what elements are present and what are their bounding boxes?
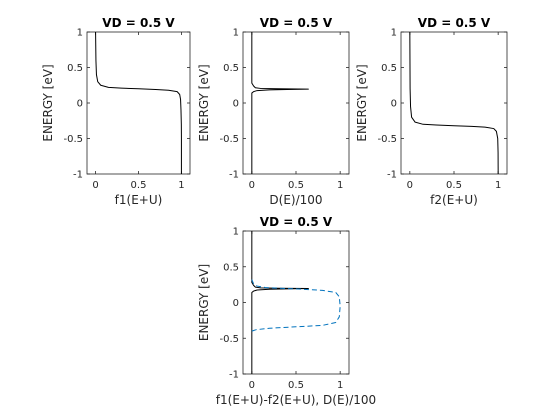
y-tick-label: 0.5 bbox=[381, 63, 397, 74]
y-tick-label: 1 bbox=[77, 28, 83, 39]
y-tick-label: 0.5 bbox=[223, 262, 239, 273]
y-tick-label: 0 bbox=[391, 99, 397, 110]
series-line-1 bbox=[251, 32, 309, 174]
chart-3: 0 0.5 1 1 0.5 0 -0.5 -1 VD = 0.5 V f2(E+U) ENERGY … bbox=[355, 16, 508, 207]
y-tick-label: 1 bbox=[233, 227, 239, 238]
series-line-1 bbox=[95, 31, 182, 174]
x-tick-label: 0 bbox=[249, 380, 255, 391]
y-tick-label: -1 bbox=[229, 170, 239, 181]
x-tick-label: 1 bbox=[178, 180, 184, 191]
y-tick-label: -1 bbox=[73, 170, 83, 181]
chart-1: 0 0.5 1 1 0.5 0 -0.5 -1 VD = 0.5 V f1(E+U) ENERGY … bbox=[41, 16, 191, 207]
y-axis-label: ENERGY [eV] bbox=[355, 64, 369, 141]
series-line-1 bbox=[251, 231, 309, 374]
chart-title: VD = 0.5 V bbox=[260, 16, 333, 30]
x-axis-label: f2(E+U) bbox=[430, 193, 478, 207]
x-tick-label: 0 bbox=[407, 180, 413, 191]
plot-area bbox=[242, 31, 350, 175]
y-tick-label: -0.5 bbox=[377, 134, 397, 145]
y-tick-label: -0.5 bbox=[219, 334, 239, 345]
x-tick-label: 0 bbox=[92, 180, 98, 191]
y-tick-label: -0.5 bbox=[63, 134, 83, 145]
y-tick-label: 0 bbox=[233, 99, 239, 110]
x-axis-label: f1(E+U)-f2(E+U), D(E)/100 bbox=[216, 393, 376, 407]
x-tick-label: 1 bbox=[495, 180, 501, 191]
y-axis-label: ENERGY [eV] bbox=[197, 264, 211, 341]
y-tick-label: -1 bbox=[229, 370, 239, 381]
y-tick-label: 0 bbox=[233, 298, 239, 309]
y-tick-label: 0 bbox=[77, 99, 83, 110]
plot-area bbox=[242, 230, 350, 375]
x-tick-label: 0.5 bbox=[288, 380, 304, 391]
series-line-2 bbox=[251, 279, 341, 332]
chart-4: 0 0.5 1 1 0.5 0 -0.5 -1 VD = 0.5 V f1(E+U)-f2(E+U… bbox=[197, 215, 376, 407]
y-axis-label: ENERGY [eV] bbox=[41, 64, 55, 141]
x-tick-label: 0.5 bbox=[288, 180, 304, 191]
y-tick-label: 0.5 bbox=[223, 63, 239, 74]
chart-2: 0 0.5 1 1 0.5 0 -0.5 -1 VD = 0.5 V D(E)/100 ENERGY… bbox=[197, 16, 350, 207]
x-tick-label: 0 bbox=[249, 180, 255, 191]
series-line-1 bbox=[409, 31, 499, 175]
y-tick-label: 0.5 bbox=[67, 63, 83, 74]
x-tick-label: 1 bbox=[337, 180, 343, 191]
y-tick-label: -0.5 bbox=[219, 134, 239, 145]
chart-title: VD = 0.5 V bbox=[102, 16, 175, 30]
x-axis-label: D(E)/100 bbox=[269, 193, 322, 207]
chart-title: VD = 0.5 V bbox=[418, 16, 491, 30]
y-tick-label: 1 bbox=[233, 28, 239, 39]
x-tick-label: 0.5 bbox=[446, 180, 462, 191]
x-axis-label: f1(E+U) bbox=[115, 193, 163, 207]
plot-area bbox=[400, 31, 508, 175]
x-tick-label: 0.5 bbox=[131, 180, 147, 191]
x-tick-label: 1 bbox=[337, 380, 343, 391]
y-tick-label: 1 bbox=[391, 28, 397, 39]
y-tick-label: -1 bbox=[387, 170, 397, 181]
chart-title: VD = 0.5 V bbox=[260, 215, 333, 229]
y-axis-label: ENERGY [eV] bbox=[197, 64, 211, 141]
plot-area bbox=[86, 31, 191, 175]
